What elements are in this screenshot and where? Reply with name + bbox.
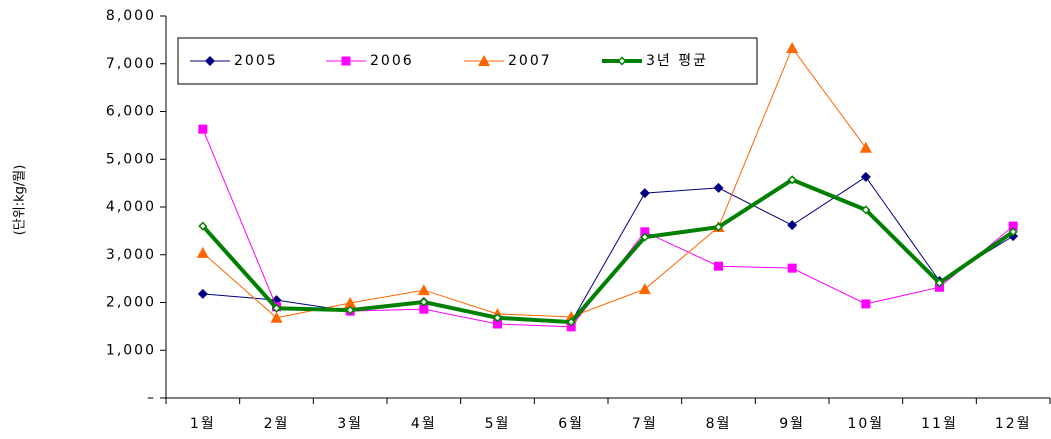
x-tick-label: 12월: [995, 416, 1032, 432]
y-tick-label: 2,000: [106, 295, 156, 311]
marker: [271, 303, 282, 313]
marker: [639, 188, 650, 199]
marker: [196, 246, 209, 258]
marker: [787, 175, 797, 185]
marker: [714, 261, 723, 271]
x-tick-label: 6월: [558, 416, 584, 432]
y-tick-label: 1,000: [106, 342, 156, 358]
x-tick-label: 4월: [411, 416, 437, 432]
marker: [713, 222, 724, 232]
legend-label: 3년 평균: [646, 53, 708, 69]
x-tick-label: 2월: [264, 416, 290, 432]
marker: [205, 56, 215, 66]
marker: [478, 55, 490, 66]
marker: [341, 56, 351, 66]
marker: [419, 304, 429, 314]
y-axis-label: (단위:kg/월): [13, 165, 28, 236]
marker: [859, 141, 872, 153]
x-tick-label: 10월: [847, 416, 884, 432]
x-tick-label: 8월: [706, 416, 732, 432]
marker: [198, 221, 208, 231]
marker: [419, 297, 429, 307]
marker: [617, 56, 627, 66]
marker: [198, 124, 208, 134]
x-tick-label: 1월: [190, 416, 216, 432]
x-tick-label: 9월: [779, 416, 805, 432]
marker: [493, 319, 502, 329]
marker: [713, 182, 724, 193]
legend-label: 2006: [370, 53, 414, 69]
series-line: [202, 46, 867, 319]
marker: [197, 288, 208, 299]
marker: [1008, 227, 1018, 237]
y-tick-label: –: [147, 390, 156, 406]
x-tick-label: 11월: [921, 416, 958, 432]
legend-label: 2005: [234, 53, 278, 69]
legend-label: 2007: [508, 53, 552, 69]
marker: [861, 205, 871, 215]
y-tick-label: 5,000: [106, 151, 156, 167]
marker: [640, 227, 650, 237]
marker: [417, 284, 430, 296]
x-tick-label: 7월: [632, 416, 658, 432]
x-tick-label: 5월: [485, 416, 511, 432]
series-line: [202, 176, 1014, 323]
marker: [860, 171, 871, 182]
y-tick-label: 3,000: [106, 247, 156, 263]
marker: [786, 41, 799, 53]
y-tick-label: 6,000: [106, 104, 156, 120]
marker: [1008, 221, 1018, 231]
marker: [492, 313, 503, 323]
marker: [344, 296, 357, 308]
marker: [638, 283, 651, 295]
y-tick-label: 8,000: [106, 8, 156, 24]
marker: [787, 220, 798, 231]
marker: [861, 299, 871, 309]
series-line: [201, 177, 1015, 325]
y-tick-label: 4,000: [106, 199, 156, 215]
y-tick-label: 7,000: [106, 56, 156, 72]
marker: [934, 278, 945, 288]
marker: [640, 232, 650, 242]
marker: [270, 311, 283, 323]
marker: [566, 317, 576, 327]
marker: [787, 263, 797, 273]
x-tick-label: 3월: [337, 416, 363, 432]
series-line: [202, 128, 1014, 328]
marker: [566, 322, 576, 332]
marker: [345, 305, 355, 315]
